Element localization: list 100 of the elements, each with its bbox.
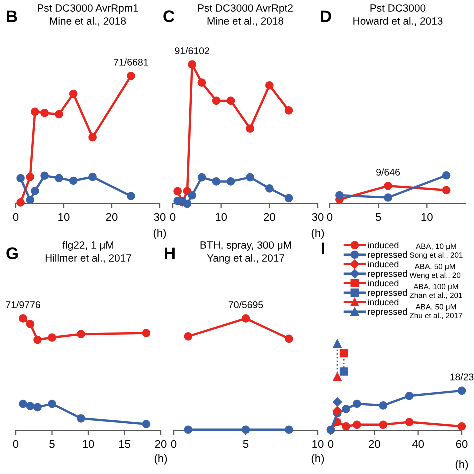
point [246,173,254,182]
point [77,330,86,339]
point [333,372,342,382]
point [242,314,250,323]
legend-label: repressed [368,270,408,279]
point [379,420,388,430]
x-tick-label: 0 [13,440,19,448]
annotation: 71/9776 [6,301,40,308]
point [442,186,451,195]
x-tick-label: 0 [13,213,19,222]
point [340,349,348,358]
point [77,414,86,423]
point [127,72,136,80]
x-tick-label: 0 [327,213,333,222]
point [353,400,362,408]
point [69,176,78,186]
point [55,174,64,183]
point [69,90,78,98]
x-axis-title: (h) [312,454,324,465]
point [242,426,250,434]
point [340,368,348,376]
point [184,426,193,434]
point [40,109,49,118]
point [266,184,274,193]
point [458,422,466,431]
point [48,400,56,408]
chart-title: BTH, spray, 300 μM [200,242,292,251]
point [442,171,451,180]
point [333,340,342,348]
x-tick-label: 10 [58,213,70,222]
x-tick-label: 20 [155,440,167,448]
chart-title: Pst DC3000 [370,4,426,12]
point [384,182,392,190]
point [16,174,25,183]
point [183,200,192,208]
point [226,178,236,186]
point [34,336,42,344]
point [342,422,350,431]
x-axis-title: (h) [154,454,168,465]
annotation: 9/646 [376,168,400,176]
annotation: 18/23 [450,374,474,381]
point [127,192,136,200]
point [26,402,35,410]
point [142,420,151,428]
point [285,426,294,434]
point [19,400,28,408]
point [40,172,49,180]
point [88,172,97,182]
point [88,133,97,142]
x-axis-title: (h) [312,228,324,240]
point [336,191,344,200]
legend-label: induced [368,261,399,268]
point [212,178,221,186]
point [188,191,196,200]
point [212,96,221,106]
point [26,196,35,204]
text: H [165,248,175,260]
legend-label: induced [368,298,399,306]
x-tick-label: 20 [106,213,118,222]
x-tick-label: 0 [328,440,334,448]
x-tick-label: 30 [154,213,166,222]
point [184,332,193,341]
text: D [321,10,332,22]
point [16,198,25,207]
x-tick-label: 20 [264,213,276,222]
chart-subtitle: Mine et al., 2018 [50,17,126,26]
text: B [7,10,18,22]
chart-subtitle: Howard et al., 2013 [354,17,443,26]
point [332,398,342,407]
x-tick-label: 0 [171,440,177,448]
point [226,96,236,106]
point [26,172,35,182]
x-tick-label: 10 [216,213,228,222]
point [26,320,35,328]
text: I [322,242,325,254]
point [48,334,56,342]
x-tick-label: 10 [312,440,324,448]
chart-title: flg22, 1 μM [62,241,114,251]
x-tick-label: 5 [50,440,55,448]
point [55,110,64,119]
point [353,420,362,430]
x-tick-label: 0 [170,213,176,222]
point [405,392,414,400]
point [342,405,350,414]
x-tick-label: 60 [456,440,468,448]
point [188,60,196,69]
x-tick-label: 40 [412,440,424,448]
point [384,194,392,202]
text: C [164,10,175,22]
legend-label: repressed [368,289,408,298]
point [19,314,28,323]
x-tick-label: 10 [83,440,94,448]
x-tick-label: 5 [243,440,249,448]
point [379,402,388,410]
point [142,329,151,338]
point [332,406,342,416]
point [458,386,466,396]
legend-label: induced [368,242,399,249]
point [405,418,414,426]
x-tick-label: 20 [369,440,380,448]
